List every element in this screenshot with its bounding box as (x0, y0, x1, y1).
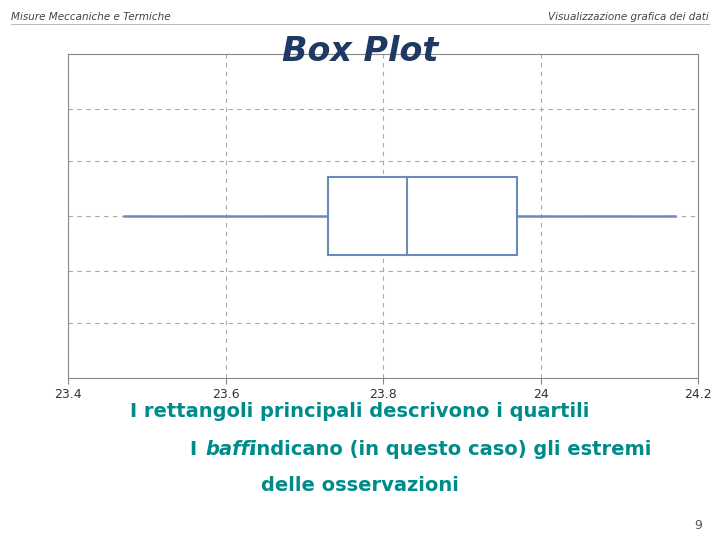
Text: baffi: baffi (205, 440, 256, 459)
Text: delle osservazioni: delle osservazioni (261, 476, 459, 495)
Text: Misure Meccaniche e Termiche: Misure Meccaniche e Termiche (11, 12, 171, 23)
Text: Visualizzazione grafica dei dati: Visualizzazione grafica dei dati (549, 12, 709, 23)
Text: I rettangoli principali descrivono i quartili: I rettangoli principali descrivono i qua… (130, 402, 590, 421)
Text: I: I (190, 440, 204, 459)
Text: 9: 9 (694, 519, 702, 532)
Text: Box Plot: Box Plot (282, 35, 438, 68)
Text: indicano (in questo caso) gli estremi: indicano (in questo caso) gli estremi (243, 440, 651, 459)
Bar (328, 177, 517, 255)
